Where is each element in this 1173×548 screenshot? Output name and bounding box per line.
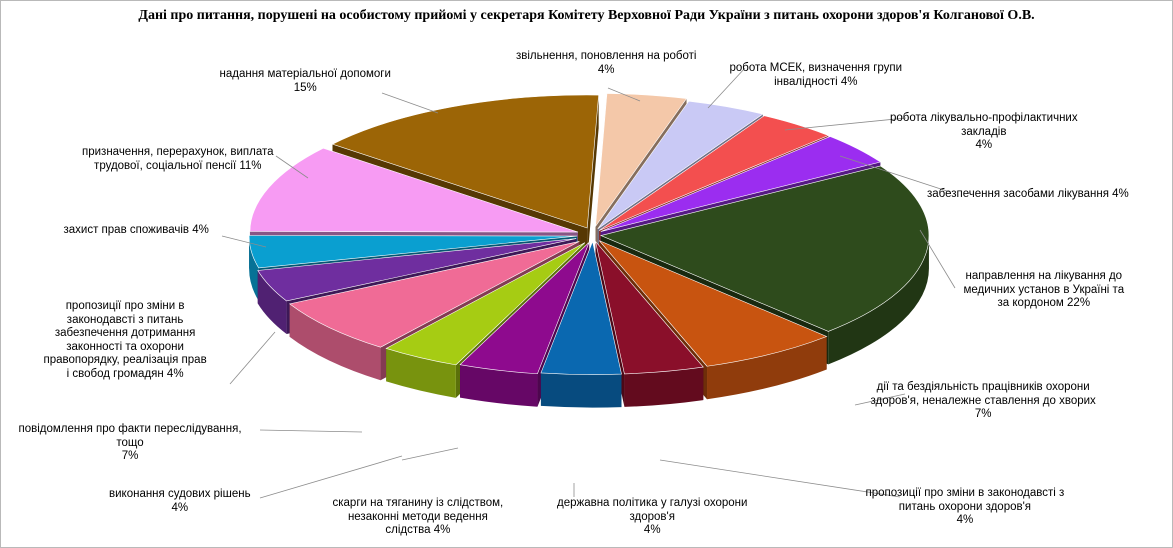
slice-label-line: надання матеріальної допомоги xyxy=(219,68,391,80)
slice-label-line: здоров'я, неналежне ставлення до хворих xyxy=(870,394,1096,407)
slice-label-line: виконання судових рішень xyxy=(109,488,251,500)
slice-label-line: 4% xyxy=(643,524,661,536)
slice-label: забезпечення засобами лікування 4% xyxy=(927,188,1129,202)
slice-label-line: пропозиції про зміни в законодавсті з xyxy=(865,487,1065,499)
slice-label-line: 4% xyxy=(956,514,974,526)
slice-label-line: забезпечення засобами лікування 4% xyxy=(927,188,1129,200)
slice-label-line: і свобод громадян 4% xyxy=(66,367,184,380)
slice-label: призначення, перерахунок, виплата трудово… xyxy=(82,146,274,173)
slice-label-line: законності та охорони xyxy=(66,340,184,353)
pie-slice xyxy=(595,93,688,228)
slice-label: повідомлення про факти переслідування, то… xyxy=(19,423,242,464)
slice-label: скарги на тяганину із слідством, незаконн… xyxy=(333,497,504,538)
slice-label-line: тощо xyxy=(116,436,144,449)
slice-label: захист прав споживачів 4% xyxy=(64,224,209,238)
slice-label-line: направлення на лікування до xyxy=(965,270,1123,282)
slice-rim xyxy=(257,270,287,334)
slice-label-line: забезпечення дотримання xyxy=(54,327,196,339)
slice-label-line: 7% xyxy=(121,450,139,462)
pie-slice xyxy=(331,94,599,229)
slice-label-line: 4% xyxy=(171,501,189,514)
slice-label-line: звільнення, поновлення на роботі xyxy=(516,50,697,62)
slice-label-line: 4% xyxy=(597,63,615,76)
slice-label-line: дії та бездіяльність працівників охорони xyxy=(876,381,1090,393)
slice-label-line: законодавсті з питань xyxy=(66,313,184,326)
slice-label-line: незаконні методи ведення xyxy=(347,510,488,523)
chart-title: Дані про питання, порушені на особистому… xyxy=(138,8,1035,23)
slice-label: звільнення, поновлення на роботі 4% xyxy=(516,50,696,77)
pie-slice xyxy=(600,136,882,232)
leader-lines xyxy=(221,67,956,499)
slice-label: пропозиції про зміни в законодавсті з пит… xyxy=(866,487,1065,528)
slice-rim xyxy=(707,336,827,400)
pie-slice xyxy=(257,238,577,302)
slice-rim xyxy=(386,348,456,398)
leader-line xyxy=(607,87,641,102)
pie-slice xyxy=(599,165,930,332)
slice-label-line: призначення, перерахунок, виплата xyxy=(82,146,274,158)
slice-tops xyxy=(248,93,930,375)
leader-line xyxy=(854,393,906,406)
slice-label-line: 4% xyxy=(975,139,993,151)
slice-label: робота МСЕК, визначення групи інвалідност… xyxy=(730,62,903,89)
slice-label-line: державна політика у галузі охорони xyxy=(557,497,748,509)
slice-label-line: робота лікувально-профілактичних xyxy=(890,112,1078,124)
pie-slice xyxy=(459,242,590,375)
slice-label-line: скарги на тяганину із слідством, xyxy=(332,497,504,509)
slice-label-line: 15% xyxy=(293,81,317,94)
slice-label-line: робота МСЕК, визначення групи xyxy=(729,62,903,74)
leader-line xyxy=(919,229,956,289)
leader-line xyxy=(259,455,403,499)
slice-label-line: 7% xyxy=(974,408,992,420)
slice-label-line: захист прав споживачів 4% xyxy=(63,224,209,236)
leader-line xyxy=(784,117,907,131)
leader-line xyxy=(259,429,363,433)
pie-slice xyxy=(288,241,580,348)
slice-wall xyxy=(587,95,599,261)
leader-line xyxy=(221,235,267,248)
slice-label-line: правопорядку, реалізація прав xyxy=(43,354,207,366)
slice-label: виконання судових рішень 4% xyxy=(109,488,251,515)
leader-line xyxy=(707,67,746,109)
slice-rim xyxy=(624,367,704,407)
pie-slice xyxy=(540,240,622,375)
leader-line xyxy=(275,155,309,179)
slice-label-line: слідства 4% xyxy=(385,524,451,536)
slice-label-line: медичних установ в Україні та xyxy=(963,283,1125,296)
slice-rim xyxy=(828,235,929,365)
pie-slice xyxy=(597,100,764,230)
slice-label: надання матеріальної допомоги 15% xyxy=(220,68,391,95)
slice-label-line: здоров'я xyxy=(629,510,675,523)
slice-label-line: пропозиції про зміни в xyxy=(65,300,185,312)
slice-rim xyxy=(289,303,381,381)
slice-label: направлення на лікування до медичних уста… xyxy=(964,270,1125,311)
slice-label-line: питань охорони здоров'я xyxy=(898,500,1032,513)
slice-label-line: закладів xyxy=(961,125,1007,138)
pie-slice xyxy=(598,115,830,231)
slice-label: дії та бездіяльність працівників охорони… xyxy=(871,381,1096,422)
leader-line xyxy=(229,331,276,385)
leader-line xyxy=(659,459,901,498)
pie-slice xyxy=(248,235,578,269)
pie-slice xyxy=(595,241,704,375)
slice-label-line: за кордоном 22% xyxy=(997,297,1091,309)
pie-slice xyxy=(385,242,586,366)
slice-rim xyxy=(460,364,538,407)
slice-label: робота лікувально-профілактичних закладів… xyxy=(890,112,1078,153)
slice-label-line: інвалідності 4% xyxy=(774,75,858,88)
slice-label-line: трудової, соціальної пенсії 11% xyxy=(94,159,262,172)
slice-label: пропозиції про зміни в законодавсті з пит… xyxy=(44,300,207,381)
slice-rim xyxy=(540,372,622,408)
pie-slice xyxy=(249,147,579,233)
leader-line xyxy=(381,92,439,114)
leader-line xyxy=(401,447,459,461)
slice-label: державна політика у галузі охорони здоров… xyxy=(557,497,747,538)
leader-line xyxy=(839,155,951,193)
pie-slice xyxy=(599,240,828,367)
slice-label-line: повідомлення про факти переслідування, xyxy=(18,423,242,435)
